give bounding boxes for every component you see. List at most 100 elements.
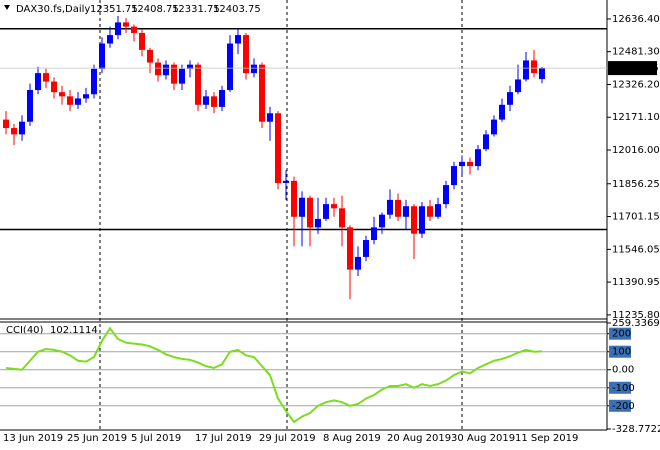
y-tick-label: 12326.20 [612, 79, 660, 90]
candle-body [67, 96, 73, 105]
level-label-box [609, 327, 631, 340]
candle-body [523, 60, 529, 80]
candle-body [195, 64, 201, 105]
candle-body [395, 199, 401, 217]
candle-body [427, 206, 433, 217]
level-label-box [609, 381, 631, 394]
candle-body [115, 22, 121, 36]
level-label-box [609, 399, 631, 412]
candle-body [131, 26, 137, 33]
candle-body [155, 62, 161, 76]
candle-body [507, 92, 513, 105]
candle-body [299, 197, 305, 217]
symbol-icon [4, 5, 10, 10]
candle-body [179, 68, 185, 84]
y-tick-label: 12481.30 [612, 47, 660, 58]
y-tick-label: 12171.10 [612, 112, 660, 123]
candle-body [363, 240, 369, 257]
candle-body [379, 214, 385, 228]
candle-body [163, 64, 169, 76]
candle-body [419, 206, 425, 234]
x-tick-label: 5 Jul 2019 [131, 433, 181, 444]
level-label-box [609, 345, 631, 358]
candle-body [499, 104, 505, 120]
candle-body [243, 35, 249, 74]
y-tick-label: 11701.15 [612, 212, 660, 223]
candle-body [147, 49, 153, 63]
candle-body [315, 218, 321, 228]
ohlc-open: 12351.75 [90, 4, 138, 15]
candle-body [347, 227, 353, 270]
candle-body [411, 206, 417, 234]
y-tick-label: -328.7722 [612, 424, 660, 435]
x-tick-label: 17 Jul 2019 [195, 433, 252, 444]
y-tick-label: 12016.00 [612, 145, 660, 156]
candle-body [11, 128, 17, 135]
candle-body [275, 113, 281, 183]
candle-body [59, 92, 65, 97]
candle-body [211, 96, 217, 107]
ohlc-close: 12403.75 [213, 4, 261, 15]
candle-body [531, 60, 537, 74]
indicator-title: CCI(40) [6, 325, 44, 336]
candle-body [235, 35, 241, 44]
candle-body [443, 185, 449, 205]
candle-body [387, 199, 393, 215]
symbol-title: DAX30.fs,Daily [16, 4, 90, 15]
candle-body [203, 96, 209, 105]
candle-body [403, 206, 409, 217]
candle-body [435, 204, 441, 217]
y-tick-label: 11390.95 [612, 277, 660, 288]
candle-body [539, 68, 545, 80]
candle-body [91, 68, 97, 95]
candle-body [187, 64, 193, 69]
candle-body [19, 121, 25, 135]
x-tick-label: 11 Sep 2019 [515, 433, 578, 444]
y-tick-label: -100 [612, 383, 635, 394]
y-tick-label: 11235.80 [612, 310, 660, 321]
ohlc-high: 12408.75 [131, 4, 179, 15]
candle-body [451, 166, 457, 186]
candle-body [459, 161, 465, 167]
y-tick-label: 200 [612, 329, 631, 340]
candle-body [515, 79, 521, 93]
cci-line [5, 326, 543, 424]
candle-body [83, 94, 89, 99]
candle-body [27, 90, 33, 122]
y-tick-label: 100 [612, 347, 631, 358]
current-price-box [608, 61, 657, 76]
x-tick-label: 13 Jun 2019 [3, 433, 63, 444]
candle-body [323, 204, 329, 219]
candle-body [251, 64, 257, 74]
y-tick-label: -200 [612, 401, 635, 412]
candle-body [283, 180, 289, 183]
ohlc-low: 12331.75 [172, 4, 220, 15]
y-tick-label: 12636.40 [612, 14, 660, 25]
candle-body [475, 149, 481, 167]
candle-body [371, 227, 377, 241]
candle-body [3, 119, 9, 129]
y-tick-label: 11546.05 [612, 244, 660, 255]
candle-body [483, 134, 489, 150]
candle-body [75, 98, 81, 105]
candle-body [491, 119, 497, 135]
candle-body [267, 113, 273, 122]
candle-body [355, 256, 361, 270]
candle-body [219, 90, 225, 107]
candle-body [307, 197, 313, 228]
x-tick-label: 8 Aug 2019 [323, 433, 381, 444]
candle-body [291, 180, 297, 217]
x-tick-label: 20 Aug 2019 [387, 433, 451, 444]
candle-body [139, 32, 145, 50]
candle-body [259, 64, 265, 122]
candle-body [107, 35, 113, 44]
candle-body [467, 161, 473, 167]
candle-body [171, 64, 177, 84]
candle-body [99, 43, 105, 69]
y-tick-label: 0.00 [612, 365, 634, 376]
candle-body [43, 73, 49, 82]
candle-body [35, 73, 41, 91]
x-tick-label: 25 Jun 2019 [67, 433, 127, 444]
